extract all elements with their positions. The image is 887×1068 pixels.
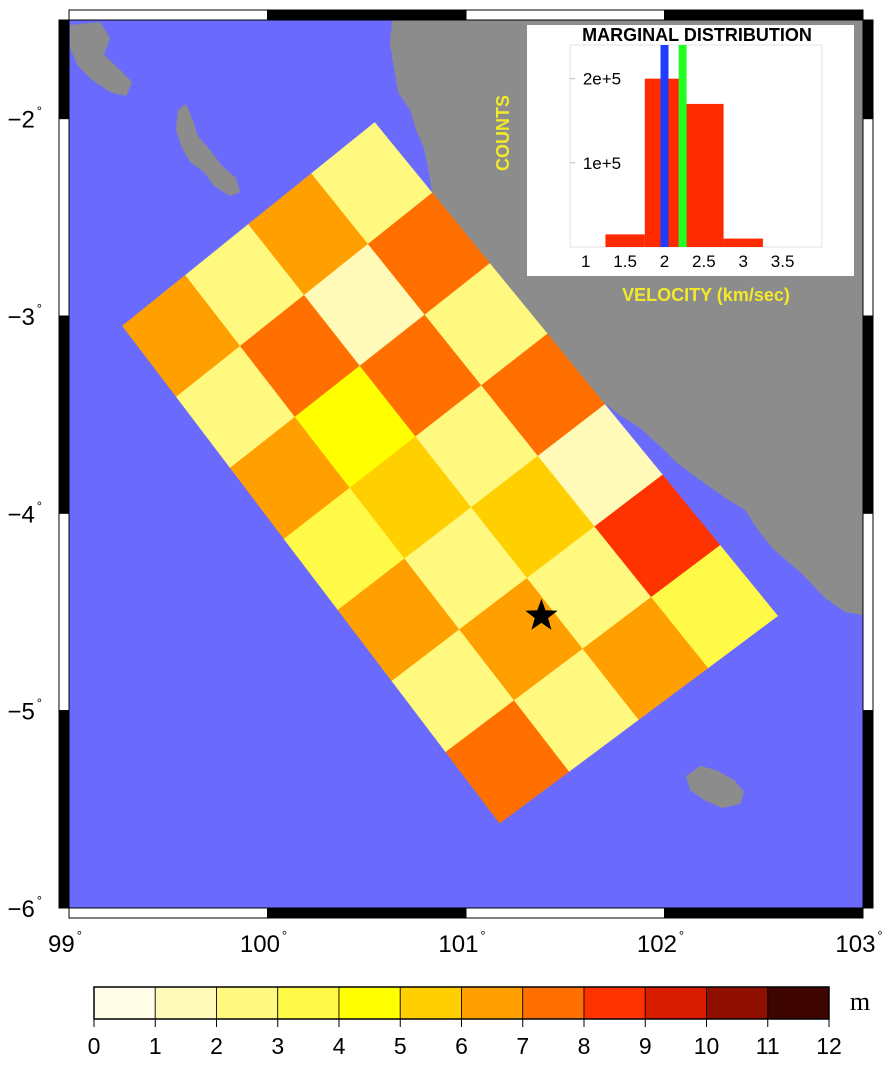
frame-segment-bottom xyxy=(664,907,864,919)
colorbar-swatch xyxy=(216,986,279,1020)
colorbar-tick-label: 11 xyxy=(756,1033,780,1059)
slip-cell xyxy=(651,545,779,669)
longitude-tick-label: 101 ° xyxy=(438,928,485,958)
frame-segment-right xyxy=(862,315,874,514)
frame-segment-left xyxy=(58,710,70,909)
colorbar-tick-label: 2 xyxy=(210,1033,223,1059)
colorbar-tick-label: 0 xyxy=(88,1033,101,1059)
colorbar-tick-label: 7 xyxy=(516,1033,529,1059)
inset-x-tick-label: 2 xyxy=(660,252,669,271)
inset-y-tick-label: 1e+5 xyxy=(583,154,621,173)
island-enggano xyxy=(686,766,744,808)
slip-colorbar: 0 1 2 3 4 5 6 7 8 9 10 11 12 m xyxy=(88,986,870,1059)
latitude-tick-label: −2 ° xyxy=(7,104,42,134)
blue-estimate-line xyxy=(660,45,669,247)
frame-segment-top xyxy=(267,9,467,21)
colorbar-tick-label: 4 xyxy=(333,1033,346,1059)
inset-x-tick-label: 3.5 xyxy=(771,252,795,271)
colorbar-tick-label: 9 xyxy=(639,1033,652,1059)
latitude-tick-label: −6 ° xyxy=(7,893,42,923)
inset-x-tick-label: 1 xyxy=(581,252,590,271)
frame-segment-top xyxy=(68,9,268,21)
frame-segment-top xyxy=(664,9,864,21)
inset-title: MARGINAL DISTRIBUTION xyxy=(582,25,812,45)
longitude-tick-label: 99 ° xyxy=(48,928,82,958)
colorbar-tick-label: 12 xyxy=(816,1033,842,1059)
colorbar-tick-label: 10 xyxy=(694,1033,720,1059)
slip-cells xyxy=(122,122,779,824)
island-pini xyxy=(176,104,240,196)
colorbar-swatch xyxy=(93,986,156,1020)
colorbar-swatch xyxy=(338,986,401,1020)
inset-x-tick-label: 1.5 xyxy=(613,252,637,271)
histogram-bar xyxy=(684,103,724,248)
frame-segment-right xyxy=(862,118,874,317)
map-frame-ticks xyxy=(58,9,874,919)
colorbar-tick-label: 5 xyxy=(394,1033,407,1059)
colorbar-swatches xyxy=(93,986,830,1020)
inset-x-tick-label: 2.5 xyxy=(692,252,716,271)
histogram-bar xyxy=(605,234,645,247)
colorbar-swatch xyxy=(154,986,217,1020)
frame-segment-left xyxy=(58,512,70,712)
inset-plot-area: 1 1.5 2 2.5 3 3.5 1e+5 2e+5 xyxy=(569,44,823,271)
longitude-labels: 99 ° 100 ° 101 ° 102 ° 103 ° xyxy=(48,928,883,958)
frame-segment-left xyxy=(58,19,70,120)
frame-segment-left xyxy=(58,118,70,317)
frame-segment-top xyxy=(465,9,665,21)
star-icon xyxy=(525,598,558,630)
histogram-bar xyxy=(723,238,763,247)
inset-xlabel: VELOCITY (km/sec) xyxy=(622,285,790,305)
frame-segment-left xyxy=(58,315,70,514)
frame-segment-right xyxy=(862,512,874,712)
colorbar-swatch xyxy=(767,986,830,1020)
colorbar-swatch xyxy=(399,986,462,1020)
colorbar-swatch xyxy=(461,986,524,1020)
longitude-tick-label: 102 ° xyxy=(637,928,684,958)
latitude-labels: −2 ° −3 ° −4 ° −5 ° −6 ° xyxy=(7,104,42,923)
latitude-tick-label: −3 ° xyxy=(7,301,42,331)
inset-y-tick-label: 2e+5 xyxy=(583,70,621,89)
colorbar-tick-label: 3 xyxy=(271,1033,284,1059)
colorbar-tick-label: 8 xyxy=(578,1033,591,1059)
colorbar-swatch xyxy=(706,986,769,1020)
colorbar-tick-label: 6 xyxy=(455,1033,468,1059)
colorbar-swatch xyxy=(583,986,646,1020)
longitude-tick-label: 100 ° xyxy=(240,928,287,958)
colorbar-tick-labels: 0 1 2 3 4 5 6 7 8 9 10 11 12 xyxy=(88,1019,842,1059)
frame-segment-bottom xyxy=(267,907,467,919)
frame-segment-right xyxy=(862,710,874,909)
marginal-distribution-inset: MARGINAL DISTRIBUTION COUNTS VELOCITY (k… xyxy=(493,25,854,305)
colorbar-swatch xyxy=(644,986,707,1020)
colorbar-swatch xyxy=(277,986,340,1020)
frame-segment-bottom xyxy=(465,907,665,919)
frame-segment-bottom xyxy=(68,907,268,919)
island-nw xyxy=(70,22,132,96)
colorbar-tick-label: 1 xyxy=(149,1033,162,1059)
green-estimate-line xyxy=(678,45,687,247)
longitude-tick-label: 103 ° xyxy=(835,928,882,958)
colorbar-swatch xyxy=(522,986,585,1020)
frame-segment-right xyxy=(862,19,874,120)
latitude-tick-label: −5 ° xyxy=(7,696,42,726)
latitude-tick-label: −4 ° xyxy=(7,498,42,528)
colorbar-unit-label: m xyxy=(850,987,870,1016)
inset-x-tick-label: 3 xyxy=(739,252,748,271)
inset-ylabel: COUNTS xyxy=(493,95,513,171)
